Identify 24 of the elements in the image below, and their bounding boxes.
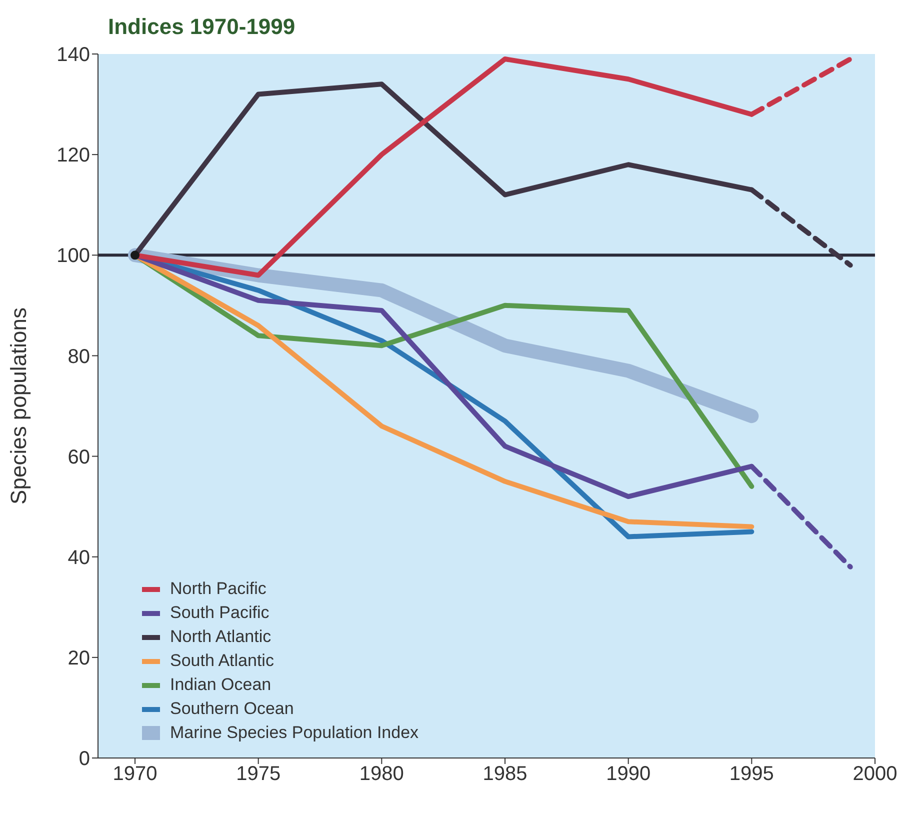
y-tick-label: 140	[56, 44, 90, 66]
y-tick-label: 20	[68, 648, 90, 670]
x-tick-label: 1970	[112, 763, 158, 786]
x-tick-label: 1995	[729, 763, 774, 786]
y-axis-title: Species populations	[6, 308, 31, 504]
legend-label: Indian Ocean	[169, 674, 272, 696]
y-tick-label: 120	[56, 144, 90, 167]
chart-title: Indices 1970-1999	[107, 13, 296, 41]
legend-label: North Atlantic	[169, 626, 272, 648]
legend-label: Marine Species Population Index	[169, 722, 419, 744]
y-tick-label: 100	[56, 245, 90, 268]
legend-label: North Pacific	[169, 578, 268, 600]
x-tick-label: 1990	[606, 763, 651, 786]
x-tick-label: 1980	[359, 763, 404, 786]
y-tick-label: 60	[68, 446, 90, 468]
y-tick-label: 80	[68, 346, 90, 368]
x-tick-label: 1985	[482, 763, 528, 786]
legend-label: South Atlantic	[169, 650, 275, 672]
x-tick-label: 1975	[236, 763, 281, 786]
x-tick-label: 2000	[852, 763, 898, 786]
y-tick-label: 0	[78, 748, 90, 770]
legend-label: Southern Ocean	[169, 698, 295, 720]
legend-label: South Pacific	[169, 602, 270, 624]
y-tick-label: 40	[68, 546, 90, 569]
